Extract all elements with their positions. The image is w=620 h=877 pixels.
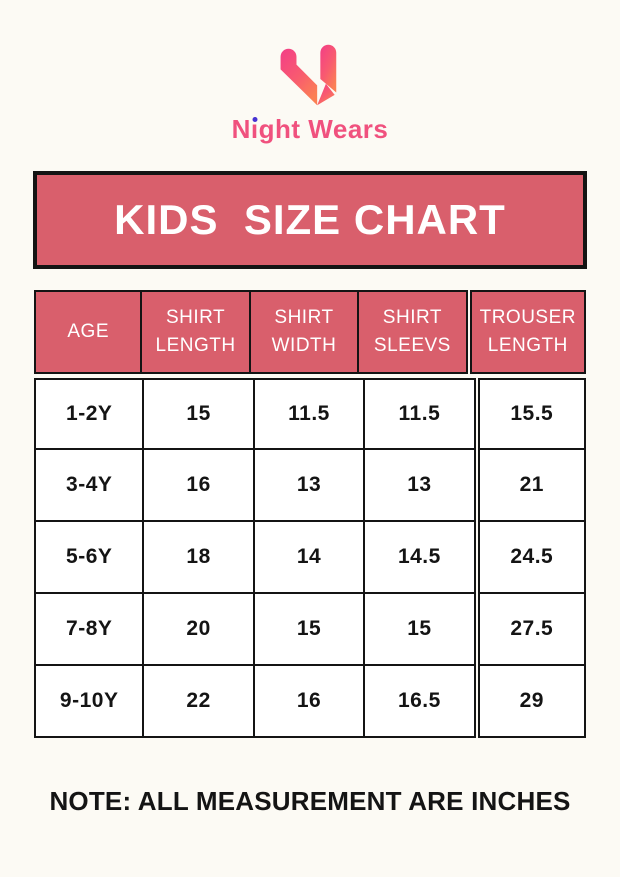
cell-shirt-sleeves: 14.5 <box>365 522 475 594</box>
cell-age: 5-6Y <box>34 522 144 594</box>
cell-trouser-length: 15.5 <box>478 378 586 450</box>
cell-shirt-width: 15 <box>255 594 365 666</box>
cell-age: 7-8Y <box>34 594 144 666</box>
brand-name-i: ı <box>251 114 259 145</box>
cell-shirt-width: 16 <box>255 666 365 738</box>
cell-age: 1-2Y <box>34 378 144 450</box>
column-header-age: AGE <box>34 290 142 374</box>
cell-shirt-sleeves: 16.5 <box>365 666 475 738</box>
cell-trouser-length: 27.5 <box>478 594 586 666</box>
page-title: KIDS SIZE CHART <box>114 196 506 244</box>
nw-monogram-icon <box>269 40 351 110</box>
cell-age: 3-4Y <box>34 450 144 522</box>
size-table: AGE SHIRT LENGTH SHIRT WIDTH SHIRT SLEEV… <box>34 290 586 738</box>
brand-logo: Nıght Wears <box>0 0 620 145</box>
column-header-trouser-length: TROUSER LENGTH <box>470 290 586 374</box>
cell-trouser-length: 24.5 <box>478 522 586 594</box>
cell-shirt-sleeves: 15 <box>365 594 475 666</box>
cell-shirt-width: 11.5 <box>255 378 365 450</box>
brand-name: Nıght Wears <box>0 114 620 145</box>
cell-trouser-length: 29 <box>478 666 586 738</box>
column-header-shirt-width: SHIRT WIDTH <box>251 290 359 374</box>
brand-name-part: ght Wears <box>259 114 389 144</box>
measurement-note: NOTE: ALL MEASUREMENT ARE INCHES <box>0 786 620 817</box>
column-header-shirt-sleeves: SHIRT SLEEVS <box>359 290 467 374</box>
cell-age: 9-10Y <box>34 666 144 738</box>
cell-shirt-length: 22 <box>144 666 254 738</box>
cell-shirt-width: 13 <box>255 450 365 522</box>
cell-shirt-sleeves: 13 <box>365 450 475 522</box>
size-table-body: 1-2Y 15 11.5 11.5 15.5 3-4Y 16 13 13 21 … <box>34 378 586 738</box>
cell-shirt-sleeves: 11.5 <box>365 378 475 450</box>
cell-trouser-length: 21 <box>478 450 586 522</box>
cell-shirt-length: 20 <box>144 594 254 666</box>
brand-name-part: N <box>232 114 251 144</box>
title-banner: KIDS SIZE CHART <box>33 171 587 269</box>
cell-shirt-width: 14 <box>255 522 365 594</box>
size-chart-page: Nıght Wears KIDS SIZE CHART AGE SHIRT LE… <box>0 0 620 877</box>
cell-shirt-length: 16 <box>144 450 254 522</box>
column-header-shirt-length: SHIRT LENGTH <box>142 290 250 374</box>
size-table-header: AGE SHIRT LENGTH SHIRT WIDTH SHIRT SLEEV… <box>34 290 586 374</box>
cell-shirt-length: 18 <box>144 522 254 594</box>
cell-shirt-length: 15 <box>144 378 254 450</box>
